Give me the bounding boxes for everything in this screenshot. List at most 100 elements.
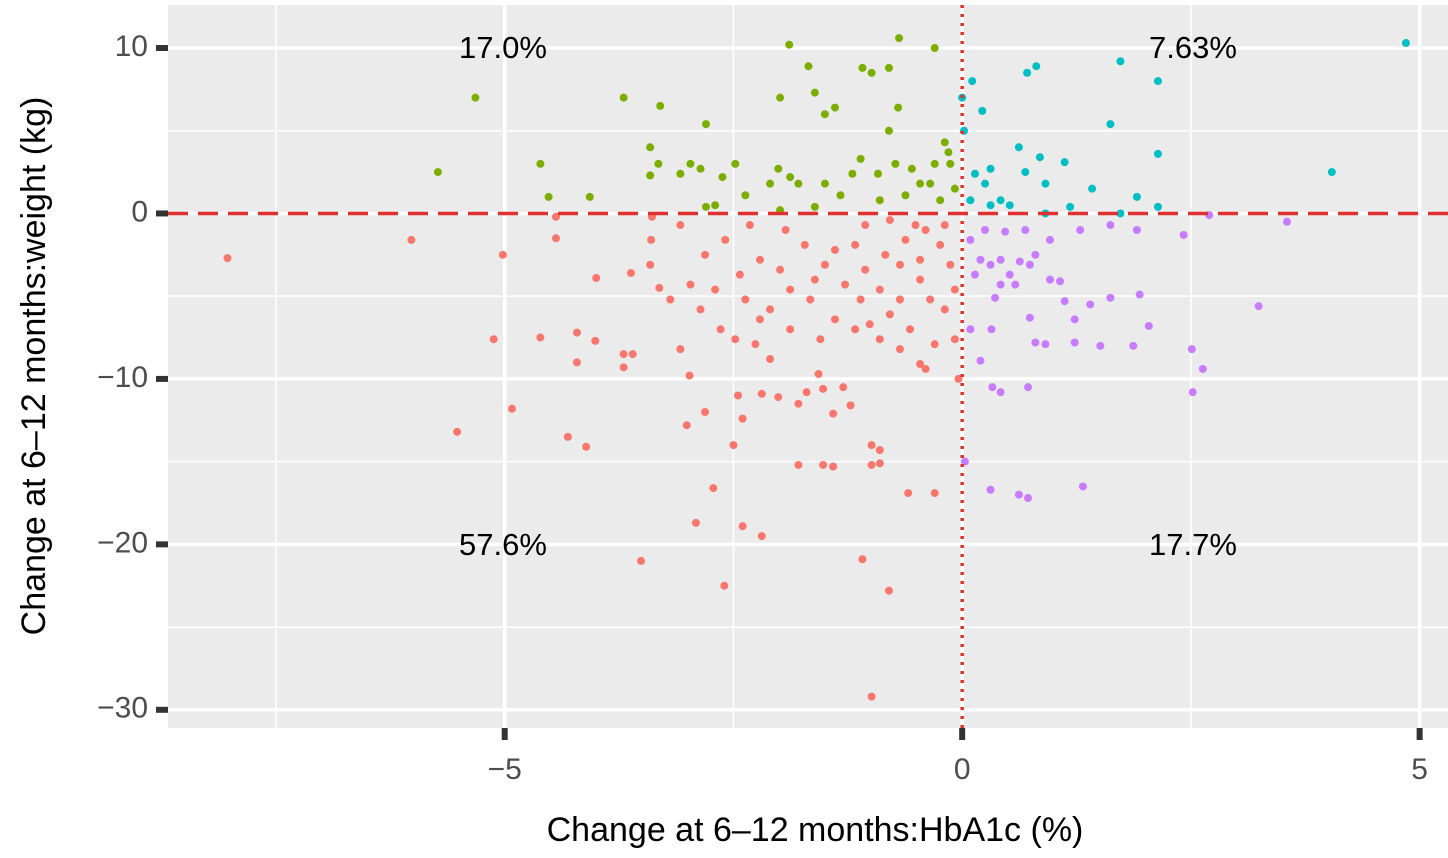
point	[1106, 293, 1115, 302]
point	[656, 101, 665, 110]
point	[901, 235, 910, 244]
point	[930, 489, 939, 498]
x-tick-label: −5	[488, 753, 522, 786]
point	[755, 315, 764, 324]
point	[885, 216, 894, 225]
point	[856, 154, 865, 163]
point	[1153, 77, 1162, 86]
point	[1327, 168, 1336, 177]
point	[676, 221, 685, 230]
point	[757, 532, 766, 541]
point	[830, 103, 839, 112]
point	[1025, 313, 1034, 322]
point	[839, 383, 848, 392]
point	[1025, 260, 1034, 269]
point	[682, 421, 691, 430]
point	[619, 93, 628, 102]
y-tick-label: −10	[97, 361, 148, 394]
point	[940, 221, 949, 230]
point	[950, 285, 959, 294]
point	[766, 355, 775, 364]
point	[766, 305, 775, 314]
point	[1188, 388, 1197, 397]
point	[776, 265, 785, 274]
point	[738, 522, 747, 531]
point	[906, 325, 915, 334]
point	[626, 269, 635, 278]
point	[976, 356, 985, 365]
point	[536, 159, 545, 168]
point	[1024, 383, 1033, 392]
point	[711, 285, 720, 294]
point	[686, 280, 695, 289]
point	[921, 226, 930, 235]
y-tick-label: −30	[97, 692, 148, 725]
point	[1024, 494, 1033, 503]
point	[646, 171, 655, 180]
point	[814, 369, 823, 378]
quadrant-annotation: 57.6%	[459, 527, 547, 562]
point	[806, 295, 815, 304]
point	[867, 441, 876, 450]
point	[738, 414, 747, 423]
point	[894, 103, 903, 112]
point	[655, 283, 664, 292]
point	[735, 270, 744, 279]
point	[996, 388, 1005, 397]
point	[966, 196, 975, 205]
point	[654, 159, 663, 168]
x-tick-label: 5	[1411, 753, 1428, 786]
point	[865, 320, 874, 329]
point	[741, 295, 750, 304]
point	[804, 62, 813, 71]
point	[916, 179, 925, 188]
point	[884, 63, 893, 72]
point	[875, 335, 884, 344]
point	[966, 325, 975, 334]
point	[536, 333, 545, 342]
point	[1005, 270, 1014, 279]
point	[794, 179, 803, 188]
point	[1011, 280, 1020, 289]
point	[701, 250, 710, 259]
point	[1096, 341, 1105, 350]
point	[986, 260, 995, 269]
point	[691, 518, 700, 527]
point	[986, 164, 995, 173]
point	[734, 391, 743, 400]
point	[1254, 302, 1263, 311]
point	[867, 460, 876, 469]
point	[1032, 62, 1041, 71]
point	[829, 462, 838, 471]
point	[582, 442, 591, 451]
point	[1021, 226, 1030, 235]
point	[1116, 57, 1125, 66]
point	[1132, 226, 1141, 235]
point	[755, 255, 764, 264]
point	[873, 169, 882, 178]
point	[637, 556, 646, 565]
point	[851, 240, 860, 249]
point	[489, 335, 498, 344]
point	[921, 364, 930, 373]
point	[867, 692, 876, 701]
point	[433, 168, 442, 177]
point	[585, 192, 594, 201]
point	[861, 265, 870, 274]
point	[786, 325, 795, 334]
point	[1056, 277, 1065, 286]
point	[996, 255, 1005, 264]
point	[1282, 217, 1291, 226]
point	[1187, 345, 1196, 354]
point	[816, 335, 825, 344]
point	[926, 179, 935, 188]
point	[701, 120, 710, 129]
point	[884, 126, 893, 135]
point	[1078, 482, 1087, 491]
point	[819, 460, 828, 469]
point	[1031, 338, 1040, 347]
point	[1014, 143, 1023, 152]
point	[867, 68, 876, 77]
point	[685, 371, 694, 380]
